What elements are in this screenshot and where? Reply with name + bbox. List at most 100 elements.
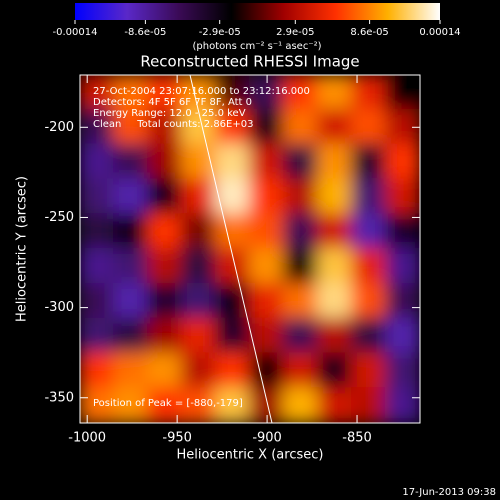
heat-cell [147, 317, 183, 355]
heat-cell [147, 213, 183, 250]
heat-cell [283, 282, 319, 320]
heat-cell [249, 108, 285, 146]
heat-cell [385, 282, 420, 320]
heat-cell [181, 387, 217, 423]
heat-cell [283, 108, 319, 146]
colorbar-tick-label: -8.6e-05 [124, 27, 166, 38]
heat-cell [147, 248, 183, 285]
heat-cell [215, 178, 251, 216]
heat-cell [283, 352, 319, 390]
heat-cell [351, 178, 387, 216]
y-tick-label: -200 [44, 120, 74, 135]
heat-cell [351, 248, 387, 285]
heat-cell [351, 143, 387, 181]
heat-cell [215, 387, 251, 423]
heat-cell [385, 213, 420, 250]
heat-cell [147, 178, 183, 216]
heat-cell [113, 352, 149, 390]
plot-frame [79, 74, 421, 424]
heat-cell [317, 387, 353, 423]
heat-cell [80, 213, 115, 250]
heat-cell [317, 75, 353, 111]
heat-cell [215, 248, 251, 285]
heat-cell [147, 282, 183, 320]
heat-cell [215, 213, 251, 250]
heat-cell [215, 282, 251, 320]
heat-cell [385, 143, 420, 181]
heat-cell [181, 317, 217, 355]
heat-cell [317, 317, 353, 355]
annotation: Clean Total counts: 2.86E+03 [93, 119, 253, 130]
heat-cell [317, 352, 353, 390]
heat-cell [385, 352, 420, 390]
heat-cell [147, 143, 183, 181]
heat-cell [249, 352, 285, 390]
heat-cell [283, 387, 319, 423]
heat-cell [351, 352, 387, 390]
heat-cell [317, 178, 353, 216]
heat-cell [317, 248, 353, 285]
heat-cell [80, 248, 115, 285]
limb-line [189, 75, 273, 423]
peak-label: Position of Peak = [-880,-179] [93, 398, 243, 409]
heat-cell [113, 317, 149, 355]
heat-cell [249, 143, 285, 181]
heat-cell [181, 248, 217, 285]
x-tick-label: -900 [252, 431, 282, 446]
heat-cell [317, 282, 353, 320]
colorbar-tick-label: 0.00014 [419, 27, 460, 38]
heat-cell [113, 143, 149, 181]
heat-cell [113, 108, 149, 146]
heat-cell [385, 317, 420, 355]
heat-cell [385, 387, 420, 423]
heat-cell [215, 108, 251, 146]
x-axis-label: Heliocentric X (arcsec) [177, 448, 324, 463]
heat-cell [283, 317, 319, 355]
colorbar-tick-label: 8.6e-05 [350, 27, 388, 38]
heat-cell [283, 75, 319, 111]
heat-cell [351, 75, 387, 111]
y-axis-label: Heliocentric Y (arcsec) [15, 176, 30, 322]
colorbar [75, 3, 440, 20]
colorbar-tick-label: -2.9e-05 [199, 27, 241, 38]
heat-cell [147, 352, 183, 390]
colorbar-label: (photons cm⁻² s⁻¹ asec⁻²) [192, 41, 321, 52]
heat-cell [113, 213, 149, 250]
heat-cell [351, 108, 387, 146]
annotation: Detectors: 4F 5F 6F 7F 8F, Att 0 [93, 97, 252, 108]
heat-cell [249, 178, 285, 216]
heat-cell [351, 213, 387, 250]
heat-cell [283, 178, 319, 216]
heat-cell [215, 317, 251, 355]
heat-cell [181, 143, 217, 181]
y-tick-label: -350 [44, 390, 74, 405]
heat-cell [80, 317, 115, 355]
heat-cell [351, 387, 387, 423]
heat-cell [113, 75, 149, 111]
heat-cell [249, 317, 285, 355]
chart-title: Reconstructed RHESSI Image [140, 53, 359, 71]
heat-cell [181, 213, 217, 250]
heat-cell [283, 248, 319, 285]
heat-cell [181, 352, 217, 390]
heat-cell [113, 248, 149, 285]
x-tick-label: -950 [162, 431, 192, 446]
heat-cell [113, 387, 149, 423]
heat-cell [181, 178, 217, 216]
annotation: 27-Oct-2004 23:07:16.000 to 23:12:16.000 [93, 86, 310, 97]
y-tick-label: -300 [44, 300, 74, 315]
heat-cell [215, 143, 251, 181]
heat-cell [385, 248, 420, 285]
colorbar-tick-label: -0.00014 [53, 27, 98, 38]
heat-cell [80, 178, 115, 216]
heat-cell [181, 282, 217, 320]
heat-cell [283, 213, 319, 250]
heat-cell [283, 143, 319, 181]
heat-cell [80, 352, 115, 390]
heatmap [80, 75, 420, 423]
heatmap-cells [80, 75, 420, 423]
heat-cell [113, 282, 149, 320]
heat-cell [249, 213, 285, 250]
heat-cell [215, 75, 251, 111]
